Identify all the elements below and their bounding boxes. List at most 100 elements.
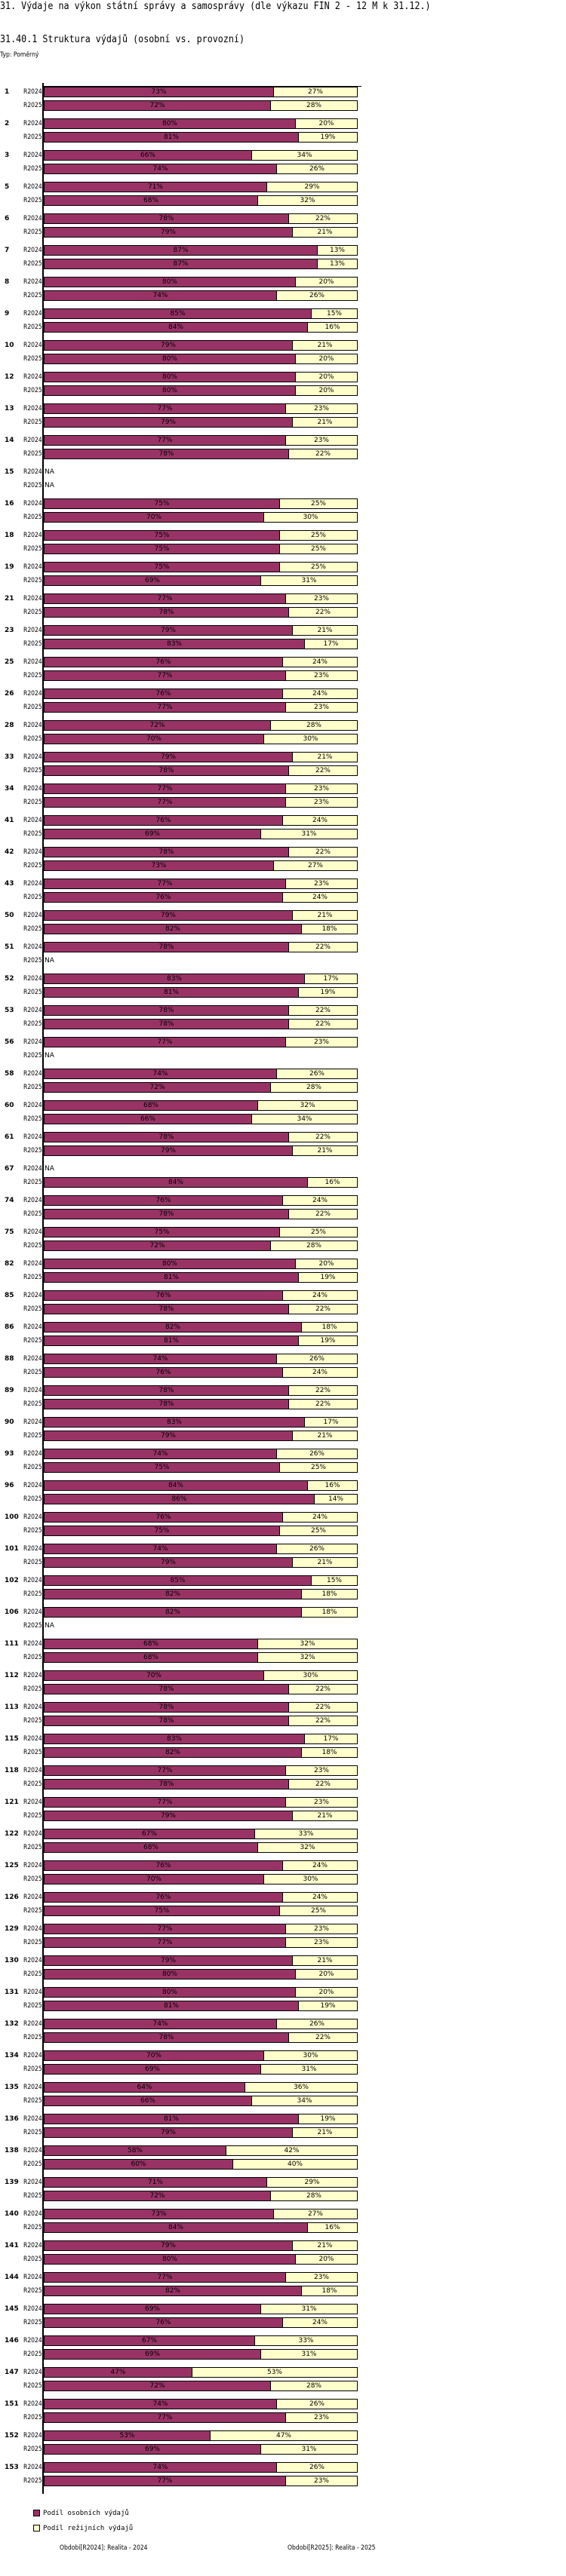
- group-label: 43: [5, 880, 14, 888]
- series-label: R2025: [23, 133, 42, 141]
- bar-overhead: 20%: [295, 277, 358, 287]
- bar-personal: 77%: [44, 702, 286, 713]
- series-label: R2024: [23, 2305, 42, 2313]
- bar-overhead: 26%: [276, 1544, 358, 1554]
- bar-personal: 77%: [44, 784, 286, 794]
- group-label: 18: [5, 532, 14, 539]
- bar-personal: 78%: [44, 1019, 289, 1029]
- series-label: R2024: [23, 215, 42, 222]
- bar-overhead: 25%: [279, 562, 358, 572]
- group-label: 74: [5, 1197, 14, 1204]
- bar-personal: 76%: [44, 892, 283, 903]
- bar-overhead: 20%: [295, 1987, 358, 1998]
- series-label: R2024: [23, 1862, 42, 1869]
- bar-overhead: 16%: [307, 322, 358, 333]
- group-label: 61: [5, 1133, 14, 1141]
- series-label: R2025: [23, 2002, 42, 2010]
- series-label: R2025: [23, 799, 42, 806]
- bar-personal: 79%: [44, 227, 293, 238]
- bar-personal: 68%: [44, 195, 258, 206]
- bar-overhead: 23%: [285, 1924, 358, 1934]
- bar-overhead: 30%: [263, 1874, 358, 1884]
- bar-overhead: 31%: [260, 575, 358, 586]
- series-label: R2024: [23, 152, 42, 159]
- bar-overhead: 21%: [292, 1557, 358, 1568]
- bar-overhead: 19%: [298, 987, 358, 998]
- group-label: 42: [5, 848, 14, 856]
- bar-overhead: 17%: [304, 639, 358, 649]
- bar-overhead: 22%: [288, 2032, 358, 2043]
- series-label: R2024: [23, 1323, 42, 1331]
- bar-overhead: 19%: [298, 132, 358, 143]
- group-label: 14: [5, 437, 14, 444]
- bar-personal: 79%: [44, 625, 293, 636]
- series-label: R2024: [23, 2242, 42, 2249]
- group-label: 33: [5, 753, 14, 761]
- bar-overhead: 24%: [282, 1512, 358, 1523]
- group-label: 23: [5, 627, 14, 634]
- bar-personal: 71%: [44, 2177, 267, 2188]
- bar-personal: 78%: [44, 1209, 289, 1219]
- group-label: 28: [5, 722, 14, 729]
- bar-overhead: 28%: [270, 720, 358, 731]
- bar-overhead: 21%: [292, 2127, 358, 2138]
- series-label: R2024: [23, 1735, 42, 1743]
- series-label: R2025: [23, 1970, 42, 1978]
- bar-overhead: 23%: [285, 435, 358, 446]
- bar-personal: 78%: [44, 847, 289, 857]
- bar-personal: 73%: [44, 87, 274, 97]
- bar-overhead: 30%: [263, 734, 358, 744]
- series-label: R2024: [23, 1704, 42, 1711]
- bar-overhead: 24%: [282, 1892, 358, 1903]
- group-label: 111: [5, 1640, 19, 1648]
- series-label: R2025: [23, 2287, 42, 2295]
- group-label: 115: [5, 1735, 19, 1743]
- bar-overhead: 19%: [298, 1336, 358, 1346]
- bar-personal: 77%: [44, 593, 286, 604]
- bar-personal: 76%: [44, 657, 283, 667]
- bar-overhead: 18%: [301, 2286, 358, 2296]
- bar-overhead: 22%: [288, 847, 358, 857]
- series-label: R2025: [23, 1685, 42, 1693]
- bar-overhead: 22%: [288, 1702, 358, 1713]
- bar-personal: 79%: [44, 1955, 293, 1966]
- series-label: R2025: [23, 2129, 42, 2136]
- series-label: R2024: [23, 500, 42, 508]
- bar-personal: 80%: [44, 1987, 296, 1998]
- series-label: R2024: [23, 2274, 42, 2281]
- bar-personal: 69%: [44, 575, 261, 586]
- bar-personal: 77%: [44, 403, 286, 414]
- bar-personal: 79%: [44, 2240, 293, 2251]
- bar-personal: 79%: [44, 1811, 293, 1821]
- bar-personal: 78%: [44, 1304, 289, 1314]
- bar-overhead: 21%: [292, 340, 358, 351]
- series-label: R2025: [23, 2446, 42, 2453]
- bar-personal: 81%: [44, 1336, 299, 1346]
- group-label: 118: [5, 1767, 19, 1774]
- group-label: 13: [5, 405, 14, 412]
- bar-personal: 60%: [44, 2159, 233, 2170]
- bar-personal: 78%: [44, 765, 289, 776]
- bar-overhead: 20%: [295, 118, 358, 129]
- series-label: R2024: [23, 2020, 42, 2028]
- group-label: 16: [5, 500, 14, 508]
- group-label: 102: [5, 1577, 19, 1584]
- bar-personal: 80%: [44, 354, 296, 364]
- footer-period-2024: Období[R2024]: Realita - 2024: [60, 2544, 148, 2552]
- series-label: R2025: [23, 1875, 42, 1883]
- bar-overhead: 30%: [263, 2050, 358, 2061]
- bar-personal: 70%: [44, 2050, 264, 2061]
- bar-personal: 81%: [44, 2114, 299, 2124]
- series-label: R2024: [23, 2369, 42, 2376]
- bar-personal: 80%: [44, 385, 296, 396]
- bar-overhead: 29%: [266, 182, 358, 192]
- bar-overhead: 23%: [285, 797, 358, 808]
- bar-overhead: 28%: [270, 1082, 358, 1093]
- bar-personal: 76%: [44, 688, 283, 699]
- bar-overhead: 22%: [288, 1005, 358, 1016]
- series-label: R2025: [23, 514, 42, 521]
- group-label: 141: [5, 2242, 19, 2249]
- bar-personal: 86%: [44, 1494, 315, 1504]
- bar-personal: 76%: [44, 2317, 283, 2328]
- bar-overhead: 53%: [192, 2367, 358, 2378]
